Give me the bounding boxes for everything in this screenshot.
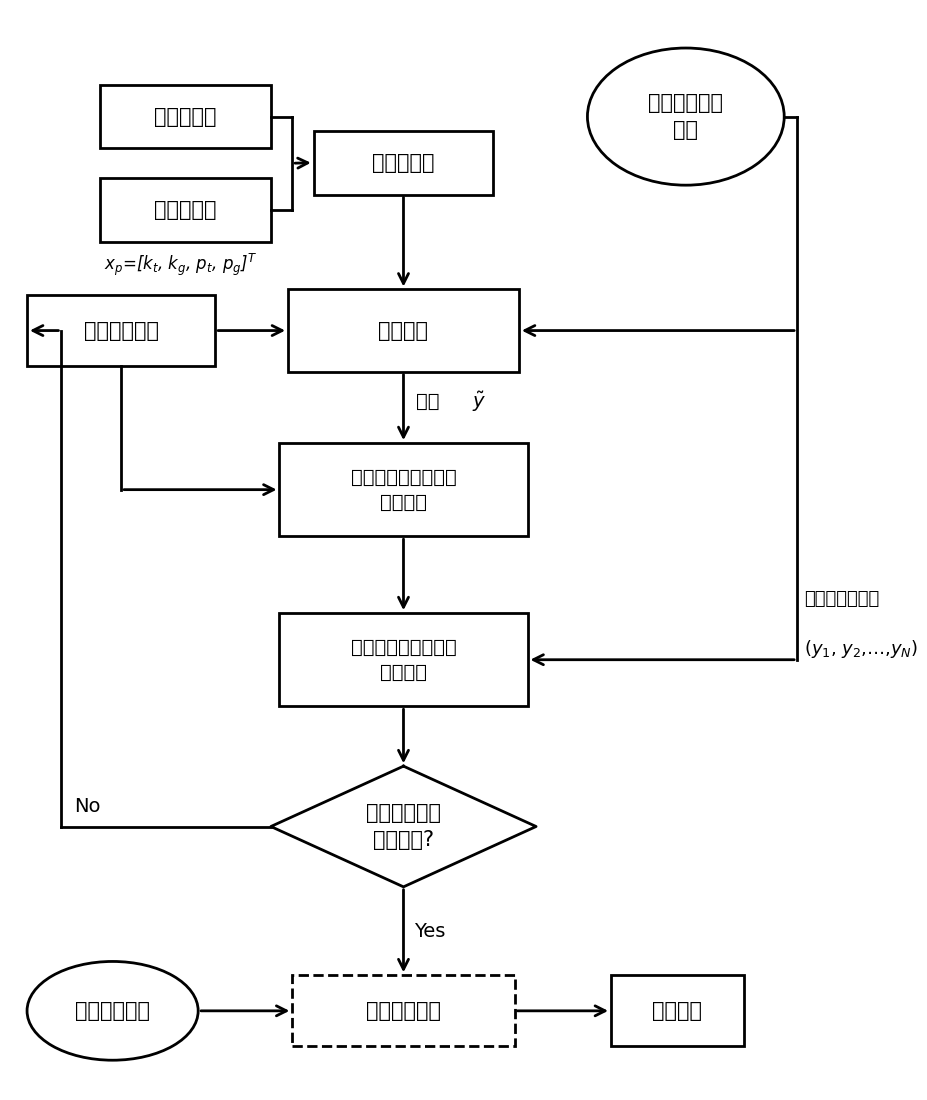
Bar xyxy=(100,178,271,242)
Bar xyxy=(27,295,215,366)
Bar xyxy=(279,613,527,706)
Text: 数据集的目标值: 数据集的目标值 xyxy=(803,591,878,608)
Text: 参数状态向量: 参数状态向量 xyxy=(83,320,159,341)
Bar xyxy=(100,85,271,148)
Text: 神经网络预测: 神经网络预测 xyxy=(365,1001,440,1021)
Text: 全局核函数: 全局核函数 xyxy=(154,200,216,220)
Text: 测试数据集合: 测试数据集合 xyxy=(75,1001,150,1021)
Bar xyxy=(610,976,743,1046)
Bar xyxy=(313,131,493,195)
Text: ($y_1$, $y_2$,…,$y_N$): ($y_1$, $y_2$,…,$y_N$) xyxy=(803,638,917,660)
Text: 高阶容积卡尔曼滤波
时间更新: 高阶容积卡尔曼滤波 时间更新 xyxy=(350,638,456,682)
Bar xyxy=(287,289,518,372)
Text: 高阶容积卡尔曼滤波
时间更新: 高阶容积卡尔曼滤波 时间更新 xyxy=(350,468,456,512)
Text: No: No xyxy=(74,796,100,815)
Text: 参数向量是否
满足条件?: 参数向量是否 满足条件? xyxy=(365,803,440,849)
Bar xyxy=(279,443,527,537)
Bar xyxy=(292,976,514,1046)
Text: Yes: Yes xyxy=(413,922,445,940)
Polygon shape xyxy=(271,767,536,887)
Text: 神经网络: 神经网络 xyxy=(378,320,428,341)
Text: 输出: 输出 xyxy=(416,393,439,411)
Text: 负荷历史数据
集合: 负荷历史数据 集合 xyxy=(648,94,722,140)
Text: 预测结果: 预测结果 xyxy=(652,1001,702,1021)
Text: 混合核函数: 混合核函数 xyxy=(372,153,434,173)
Text: 局部核函数: 局部核函数 xyxy=(154,107,216,126)
Ellipse shape xyxy=(27,961,198,1060)
Ellipse shape xyxy=(587,48,783,185)
Text: $\tilde{y}$: $\tilde{y}$ xyxy=(472,389,486,414)
Text: $x_p$=[$k_t$, $k_g$, $p_t$, $p_g$]$^T$: $x_p$=[$k_t$, $k_g$, $p_t$, $p_g$]$^T$ xyxy=(104,252,257,278)
